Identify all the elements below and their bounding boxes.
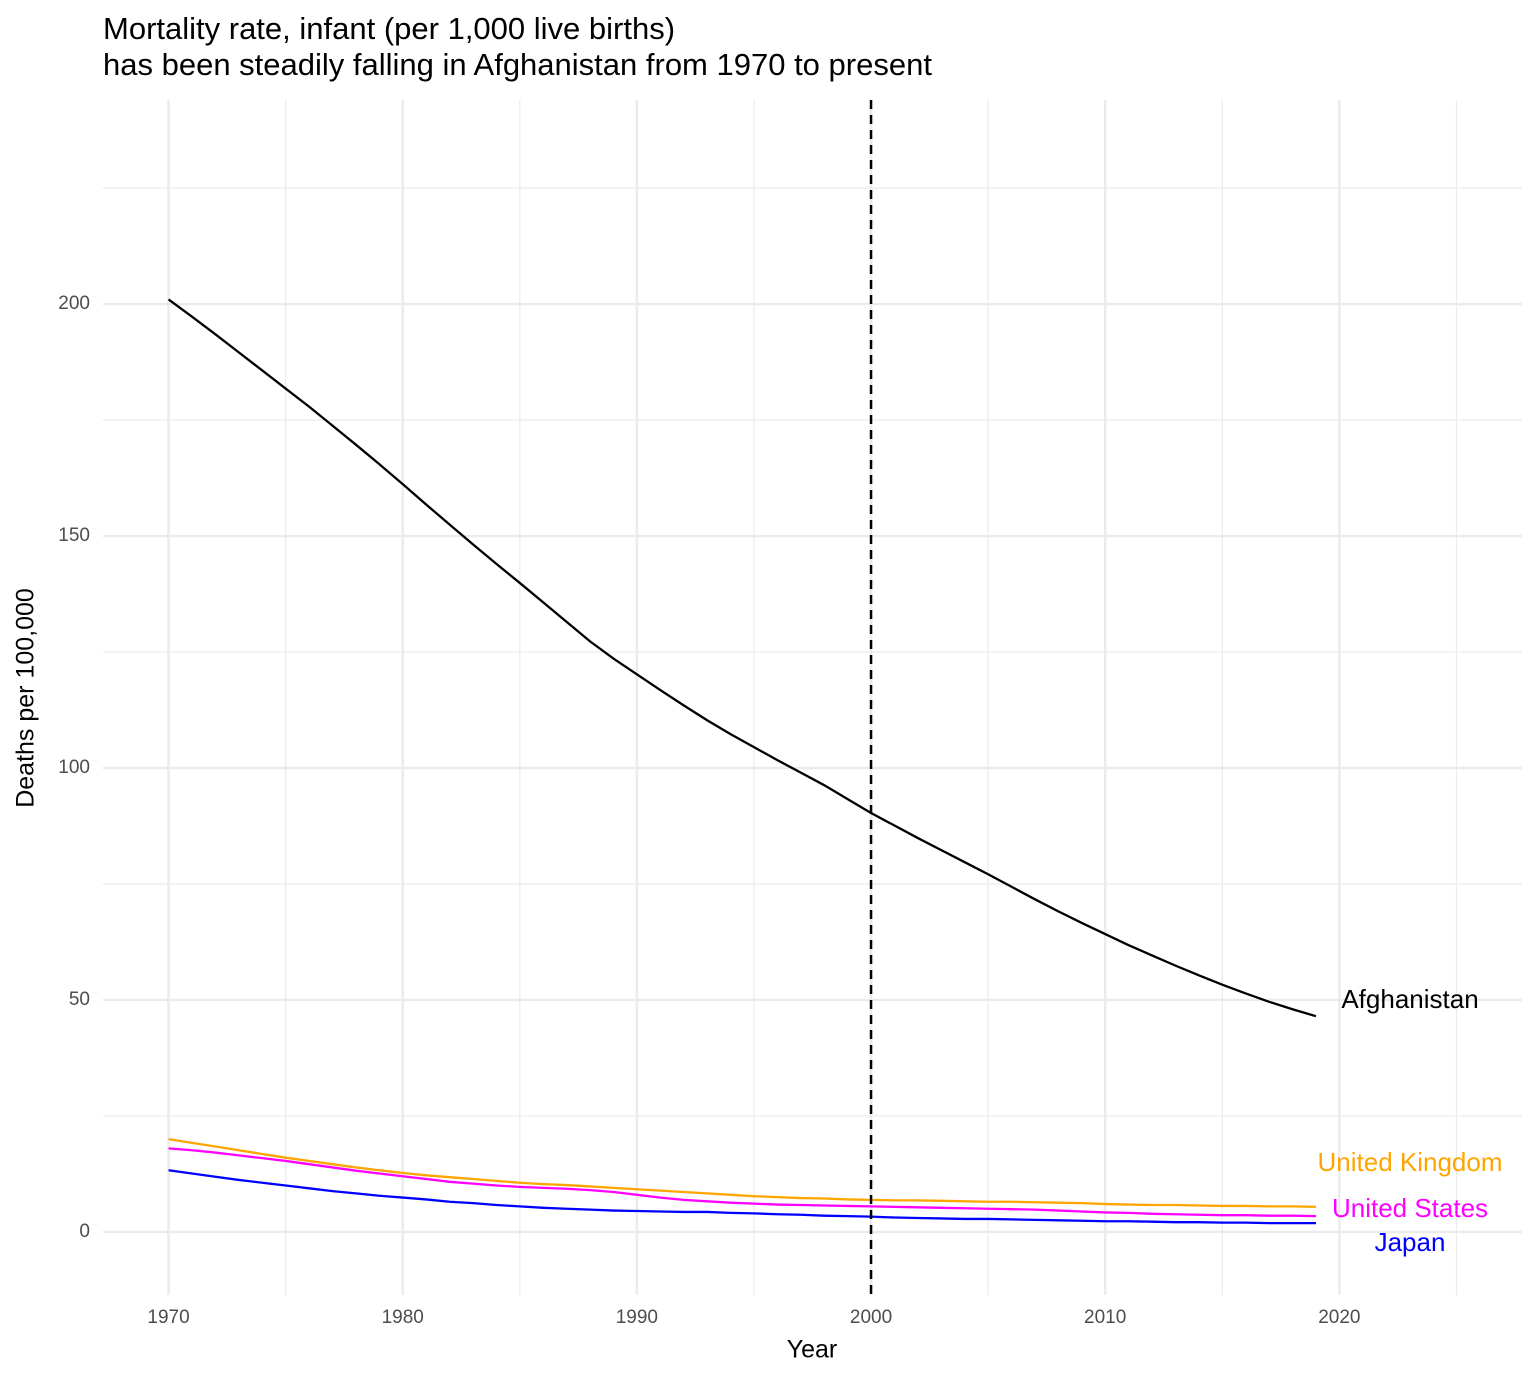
y-tick-label: 200 — [58, 293, 90, 314]
series-label: Japan — [1375, 1227, 1446, 1257]
series-line — [168, 1169, 1316, 1225]
x-tick-label: 2010 — [1084, 1307, 1126, 1328]
series-label: United States — [1332, 1193, 1488, 1223]
x-tick-label: 1990 — [616, 1307, 658, 1328]
x-tick-label: 2020 — [1318, 1307, 1360, 1328]
x-tick-label: 1980 — [382, 1307, 424, 1328]
x-tick-label: 2000 — [850, 1307, 892, 1328]
x-axis-label: Year — [787, 1336, 838, 1364]
y-tick-label: 150 — [58, 525, 90, 546]
grid — [103, 100, 1522, 1295]
chart-title: Mortality rate, infant (per 1,000 live b… — [103, 11, 675, 46]
series-line — [167, 298, 1317, 1018]
series-label: Afghanistan — [1341, 984, 1478, 1014]
series-line — [168, 1147, 1316, 1218]
series-label: United Kingdom — [1318, 1147, 1503, 1177]
series-line — [168, 1137, 1316, 1209]
chart-subtitle: has been steadily falling in Afghanistan… — [103, 47, 932, 82]
y-tick-label: 0 — [79, 1221, 90, 1242]
y-tick-label: 50 — [69, 989, 90, 1010]
x-tick-label: 1970 — [147, 1307, 189, 1328]
y-axis-label: Deaths per 100,000 — [12, 588, 40, 808]
y-tick-label: 100 — [58, 757, 90, 778]
